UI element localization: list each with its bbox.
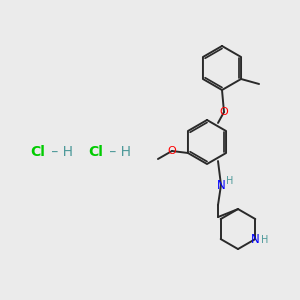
Text: – H: – H — [105, 145, 131, 159]
Text: H: H — [226, 176, 234, 186]
Text: N: N — [217, 178, 225, 192]
Text: O: O — [168, 146, 176, 156]
Text: Cl: Cl — [30, 145, 45, 159]
Text: N: N — [251, 232, 260, 246]
Text: H: H — [261, 235, 268, 245]
Text: O: O — [220, 107, 228, 117]
Text: – H: – H — [47, 145, 73, 159]
Text: Cl: Cl — [88, 145, 103, 159]
